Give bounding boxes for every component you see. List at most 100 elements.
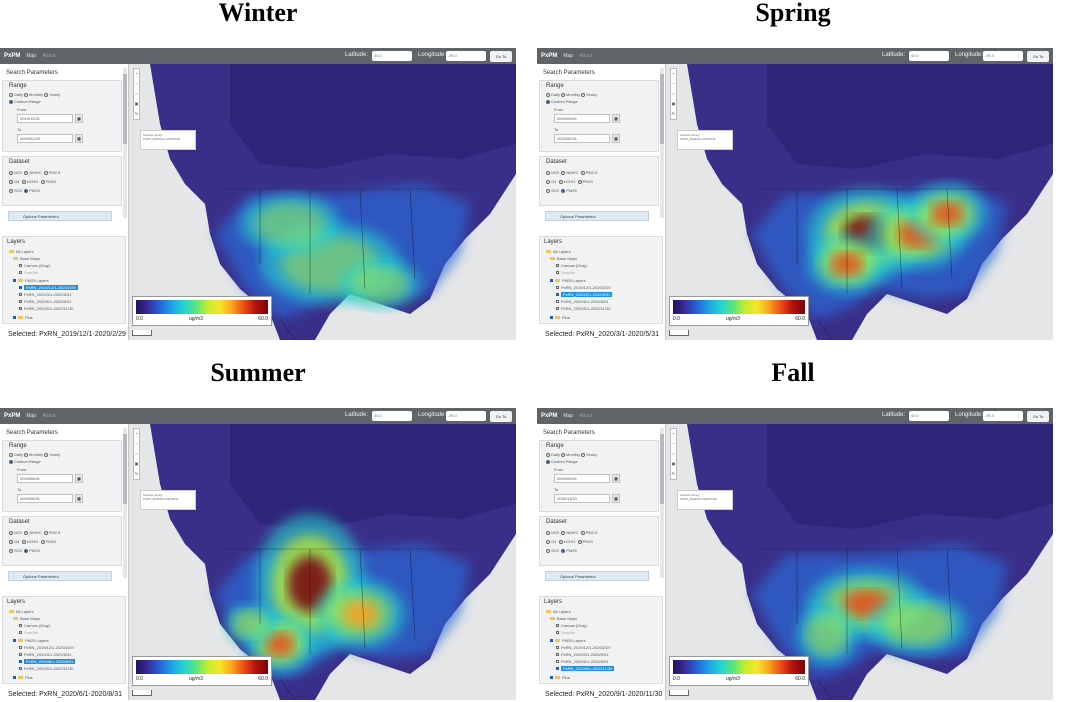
- from-date-input[interactable]: 2020/06/01: [17, 474, 73, 483]
- layer-item[interactable]: PxRN_2019/12/1-2020/2/29: [556, 285, 611, 290]
- zoom-controls[interactable]: + − ⌂ ▣ ↻: [133, 68, 140, 120]
- tab-about[interactable]: About: [579, 53, 593, 59]
- options-parameters-button[interactable]: Options Parameters: [8, 571, 112, 581]
- from-date-input[interactable]: 2020/09/01: [554, 474, 610, 483]
- layer-item[interactable]: PxRN_2020/3/1-2020/5/31: [19, 652, 71, 657]
- tab-about[interactable]: About: [579, 413, 593, 419]
- layer-data-group[interactable]: PM25 Layers: [13, 278, 49, 283]
- go-to-button[interactable]: Go To: [490, 410, 512, 422]
- layer-base-item[interactable]: Canvas (Gray): [556, 263, 587, 268]
- sidebar-scrollbar[interactable]: [660, 68, 664, 218]
- dataset-options-row3[interactable]: SO2 PM25: [546, 188, 577, 193]
- calendar-icon[interactable]: ▦: [612, 134, 620, 143]
- calendar-icon[interactable]: ▦: [75, 494, 83, 503]
- layer-item[interactable]: PxRN_2020/3/1-2020/5/31: [556, 652, 608, 657]
- longitude-input[interactable]: -95.0: [446, 411, 486, 421]
- tab-map[interactable]: Map: [26, 53, 37, 59]
- dataset-options-row1[interactable]: NO2 NMHC PM2.5: [9, 170, 60, 175]
- layer-item[interactable]: PxRN_2019/12/1-2020/2/29: [19, 285, 78, 290]
- layer-item[interactable]: PxRN_2020/6/1-2020/8/31: [556, 299, 608, 304]
- range-options[interactable]: Daily Monthly Yearly: [9, 92, 60, 97]
- sidebar-scrollbar[interactable]: [123, 428, 127, 578]
- to-date-input[interactable]: 2020/05/31: [554, 134, 610, 143]
- tab-map[interactable]: Map: [563, 413, 574, 419]
- go-to-button[interactable]: Go To: [1027, 410, 1049, 422]
- from-date-input[interactable]: 2019/12/01: [17, 114, 73, 123]
- calendar-icon[interactable]: ▦: [612, 474, 620, 483]
- latitude-input[interactable]: 40.0: [372, 51, 412, 61]
- range-options[interactable]: Daily Monthly Yearly: [9, 452, 60, 457]
- dataset-options-row3[interactable]: SO2 PM25: [9, 188, 40, 193]
- map-view[interactable]: + − ⌂ ▣ ↻ Canvas (Gray) PxRN_2020/3/1-2020/5/…: [667, 64, 1053, 340]
- zoom-controls[interactable]: + − ⌂ ▣ ↻: [133, 428, 140, 480]
- layer-base-item[interactable]: Satellite: [556, 630, 575, 635]
- latitude-input[interactable]: 40.0: [909, 51, 949, 61]
- layer-item[interactable]: PxRN_2019/12/1-2020/2/29: [19, 645, 74, 650]
- tab-about[interactable]: About: [42, 53, 56, 59]
- calendar-icon[interactable]: ▦: [75, 114, 83, 123]
- options-parameters-button[interactable]: Options Parameters: [8, 211, 112, 221]
- layer-item[interactable]: PxRN_2020/3/1-2020/5/31: [19, 292, 71, 297]
- layer-base-item[interactable]: Satellite: [19, 630, 38, 635]
- latitude-input[interactable]: 40.0: [372, 411, 412, 421]
- layer-base-item[interactable]: Satellite: [556, 270, 575, 275]
- layer-base-item[interactable]: Satellite: [19, 270, 38, 275]
- dataset-options-row3[interactable]: SO2 PM25: [9, 548, 40, 553]
- dataset-options-row2[interactable]: O3 HCHO PM10: [9, 539, 56, 544]
- dataset-options-row3[interactable]: SO2 PM25: [546, 548, 577, 553]
- layer-item[interactable]: PxRN_2020/9/1-2020/11/30: [19, 666, 73, 671]
- map-view[interactable]: + − ⌂ ▣ ↻ Canvas (Gray) PxRN_2019/12/1-2020/2…: [130, 64, 516, 340]
- range-options[interactable]: Daily Monthly Yearly: [546, 92, 597, 97]
- zoom-controls[interactable]: + − ⌂ ▣ ↻: [670, 68, 677, 120]
- layer-item[interactable]: PxRN_2020/6/1-2020/8/31: [556, 659, 608, 664]
- layer-plus[interactable]: Plus: [550, 315, 570, 320]
- go-to-button[interactable]: Go To: [490, 50, 512, 62]
- tab-map[interactable]: Map: [563, 53, 574, 59]
- map-view[interactable]: + − ⌂ ▣ ↻ Canvas (Gray) PxRN_2020/6/1-2020/8/…: [130, 424, 516, 700]
- layer-all[interactable]: All Layers: [546, 249, 571, 254]
- to-date-input[interactable]: 2020/11/30: [554, 494, 610, 503]
- calendar-icon[interactable]: ▦: [612, 494, 620, 503]
- layer-base-maps[interactable]: Base Maps: [550, 616, 577, 621]
- tab-about[interactable]: About: [42, 413, 56, 419]
- range-custom-option[interactable]: Custom Range: [9, 99, 41, 104]
- dataset-options-row2[interactable]: O3 HCHO PM10: [546, 539, 593, 544]
- layer-plus[interactable]: Plus: [550, 675, 570, 680]
- layer-data-group[interactable]: PM25 Layers: [550, 638, 586, 643]
- pm25-map[interactable]: [667, 424, 1053, 700]
- layer-plus[interactable]: Plus: [13, 675, 33, 680]
- options-parameters-button[interactable]: Options Parameters: [545, 211, 649, 221]
- range-custom-option[interactable]: Custom Range: [546, 99, 578, 104]
- layer-item[interactable]: PxRN_2020/9/1-2020/11/30: [556, 666, 615, 671]
- dataset-options-row2[interactable]: O3 HCHO PM10: [546, 179, 593, 184]
- latitude-input[interactable]: 40.0: [909, 411, 949, 421]
- map-view[interactable]: + − ⌂ ▣ ↻ Canvas (Gray) PxRN_2020/9/1-2020/11…: [667, 424, 1053, 700]
- tab-map[interactable]: Map: [26, 413, 37, 419]
- layer-item[interactable]: PxRN_2020/3/1-2020/5/31: [556, 292, 613, 297]
- dataset-options-row1[interactable]: NO2 NMHC PM2.5: [546, 170, 597, 175]
- layer-base-maps[interactable]: Base Maps: [13, 616, 40, 621]
- pm25-map[interactable]: [130, 64, 516, 340]
- from-date-input[interactable]: 2020/03/01: [554, 114, 610, 123]
- layer-base-item[interactable]: Canvas (Gray): [556, 623, 587, 628]
- layer-base-maps[interactable]: Base Maps: [13, 256, 40, 261]
- calendar-icon[interactable]: ▦: [612, 114, 620, 123]
- zoom-controls[interactable]: + − ⌂ ▣ ↻: [670, 428, 677, 480]
- layer-item[interactable]: PxRN_2019/12/1-2020/2/29: [556, 645, 611, 650]
- dataset-options-row2[interactable]: O3 HCHO PM10: [9, 179, 56, 184]
- sidebar-scrollbar[interactable]: [660, 428, 664, 578]
- layer-data-group[interactable]: PM25 Layers: [550, 278, 586, 283]
- layer-item[interactable]: PxRN_2020/6/1-2020/8/31: [19, 299, 71, 304]
- layer-base-item[interactable]: Canvas (Gray): [19, 263, 50, 268]
- calendar-icon[interactable]: ▦: [75, 474, 83, 483]
- layer-plus[interactable]: Plus: [13, 315, 33, 320]
- pm25-map[interactable]: [130, 424, 516, 700]
- layer-base-maps[interactable]: Base Maps: [550, 256, 577, 261]
- dataset-options-row1[interactable]: NO2 NMHC PM2.5: [9, 530, 60, 535]
- layer-item[interactable]: PxRN_2020/9/1-2020/11/30: [19, 306, 73, 311]
- layer-item[interactable]: PxRN_2020/9/1-2020/11/30: [556, 306, 610, 311]
- range-custom-option[interactable]: Custom Range: [9, 459, 41, 464]
- longitude-input[interactable]: -95.0: [983, 51, 1023, 61]
- layer-all[interactable]: All Layers: [546, 609, 571, 614]
- go-to-button[interactable]: Go To: [1027, 50, 1049, 62]
